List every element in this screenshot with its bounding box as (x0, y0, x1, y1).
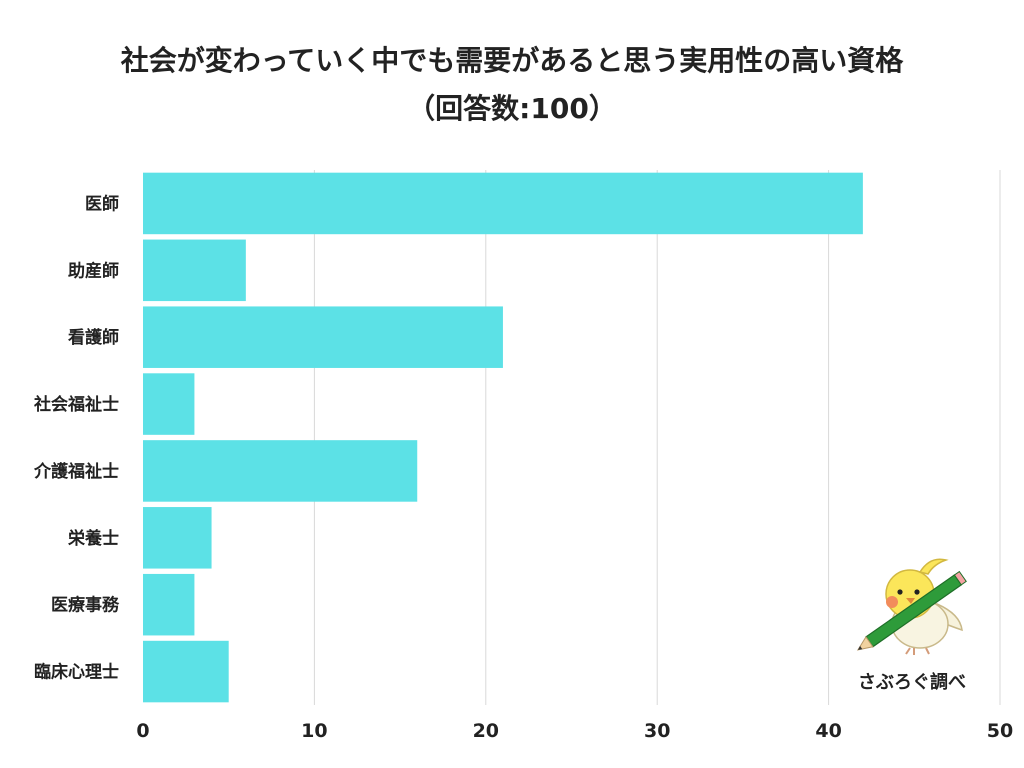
bar (143, 239, 246, 302)
bar (143, 440, 418, 502)
bar (143, 573, 195, 636)
chart-title: 社会が変わっていく中でも需要があると思う実用性の高い資格 (120, 44, 904, 77)
bars (143, 172, 863, 703)
bar (143, 373, 195, 435)
category-label: 介護福祉士 (33, 461, 119, 482)
x-tick-labels: 0 10 20 30 40 50 (136, 720, 1013, 742)
category-label: 臨床心理士 (34, 662, 119, 683)
x-tick-label: 0 (136, 720, 149, 742)
chart-subtitle: （回答数:100） (407, 92, 617, 125)
x-tick-label: 20 (473, 720, 499, 742)
x-tick-label: 40 (815, 720, 841, 742)
x-tick-label: 10 (301, 720, 327, 742)
x-tick-label: 30 (644, 720, 670, 742)
category-label: 助産師 (68, 260, 119, 281)
bar (143, 640, 229, 703)
bar (143, 507, 212, 569)
category-label: 栄養士 (67, 528, 119, 549)
category-label: 医療事務 (51, 595, 120, 616)
category-label: 社会福祉士 (33, 394, 119, 415)
bar (143, 306, 503, 368)
credit-label: さぶろぐ調べ (858, 671, 966, 693)
category-label: 医師 (85, 193, 119, 214)
category-label: 看護師 (67, 327, 119, 348)
grid-lines (313, 170, 1001, 705)
x-tick-label: 50 (987, 720, 1013, 742)
bar (143, 172, 863, 235)
bird-with-pencil-icon (856, 558, 967, 655)
